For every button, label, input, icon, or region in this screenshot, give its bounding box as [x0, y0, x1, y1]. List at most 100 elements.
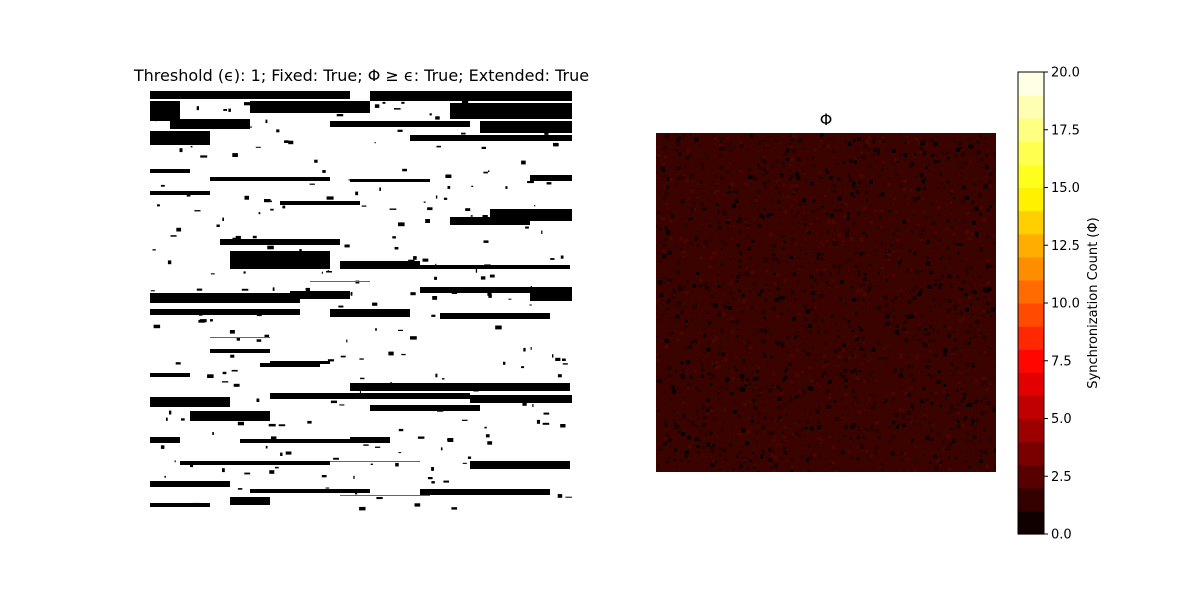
phi-cell — [977, 193, 982, 198]
phi-cell — [790, 175, 794, 178]
phi-cell — [663, 184, 667, 188]
phi-cell — [803, 223, 807, 227]
phi-cell — [678, 285, 682, 289]
phi-cell — [933, 235, 937, 239]
phi-cell — [891, 391, 896, 396]
phi-cell — [972, 396, 974, 398]
phi-cell — [863, 139, 865, 141]
threshold-speck — [559, 104, 564, 107]
phi-cell — [841, 204, 843, 206]
phi-cell — [962, 392, 967, 397]
phi-cell — [660, 166, 665, 171]
phi-cell — [944, 438, 946, 440]
threshold-streak — [250, 489, 370, 493]
phi-cell — [968, 465, 971, 469]
phi-cell — [662, 390, 666, 394]
phi-cell — [863, 215, 865, 217]
phi-cell — [777, 341, 782, 346]
phi-cell — [758, 210, 760, 212]
phi-cell — [697, 214, 699, 216]
phi-cell — [954, 439, 958, 443]
phi-cell — [764, 298, 768, 303]
phi-cell — [976, 423, 978, 425]
phi-cell — [897, 333, 900, 336]
phi-cell — [744, 181, 749, 186]
phi-cell — [852, 406, 854, 408]
phi-cell — [948, 191, 953, 196]
threshold-speck — [181, 418, 185, 421]
phi-cell — [919, 173, 924, 178]
phi-cell — [971, 419, 975, 423]
phi-cell — [834, 249, 837, 251]
threshold-speck — [435, 373, 438, 378]
threshold-speck — [529, 304, 532, 306]
phi-cell — [723, 212, 727, 216]
phi-cell — [902, 220, 906, 224]
phi-cell — [849, 159, 853, 163]
phi-cell — [884, 421, 886, 423]
colorbar-segment — [1018, 464, 1044, 489]
phi-cell — [698, 390, 701, 393]
threshold-speck — [244, 102, 251, 106]
phi-cell — [914, 387, 917, 390]
phi-cell — [925, 303, 927, 305]
phi-cell — [967, 148, 969, 151]
phi-cell — [855, 414, 858, 417]
phi-cell — [814, 263, 817, 265]
phi-cell — [767, 147, 770, 150]
phi-cell — [931, 328, 935, 332]
phi-cell — [803, 350, 806, 353]
phi-cell — [905, 136, 908, 139]
phi-cell — [806, 186, 808, 188]
phi-cell — [761, 215, 765, 219]
threshold-speck — [152, 249, 156, 251]
phi-cell — [686, 435, 691, 440]
threshold-thin-line — [340, 495, 430, 496]
phi-cell — [797, 211, 800, 214]
threshold-speck — [294, 254, 298, 257]
phi-cell — [802, 388, 806, 393]
phi-cell — [777, 396, 782, 401]
phi-cell — [962, 243, 965, 245]
phi-cell — [813, 374, 815, 376]
phi-cell — [696, 438, 698, 441]
phi-cell — [977, 382, 980, 385]
phi-cell — [972, 382, 974, 384]
phi-cell — [971, 200, 976, 205]
threshold-speck — [159, 139, 162, 141]
phi-cell — [708, 289, 711, 292]
phi-cell — [873, 394, 876, 398]
phi-cell — [906, 458, 909, 460]
phi-cell — [683, 173, 686, 177]
phi-cell — [917, 141, 921, 144]
phi-cell — [682, 255, 686, 259]
phi-cell — [983, 295, 986, 298]
phi-cell — [960, 388, 963, 391]
phi-cell — [857, 325, 861, 329]
phi-cell — [962, 418, 966, 422]
phi-cell — [949, 410, 953, 414]
phi-cell — [987, 170, 989, 173]
phi-cell — [763, 160, 767, 164]
threshold-streak — [470, 461, 570, 469]
phi-cell — [670, 445, 672, 447]
phi-cell — [827, 201, 830, 203]
phi-cell — [947, 334, 951, 338]
phi-cell — [772, 253, 776, 257]
phi-cell — [846, 217, 850, 221]
phi-cell — [819, 429, 822, 432]
phi-cell — [774, 254, 776, 256]
phi-cell — [772, 372, 776, 376]
phi-cell — [937, 205, 941, 210]
threshold-speck — [394, 247, 399, 250]
phi-cell — [809, 274, 812, 277]
phi-cell — [951, 336, 953, 338]
phi-cell — [713, 365, 715, 368]
phi-cell — [805, 229, 808, 232]
threshold-speck — [397, 129, 403, 132]
threshold-speck — [153, 324, 161, 329]
phi-cell — [735, 455, 739, 458]
phi-cell — [759, 391, 763, 395]
phi-cell — [773, 435, 775, 437]
phi-cell — [877, 271, 880, 275]
